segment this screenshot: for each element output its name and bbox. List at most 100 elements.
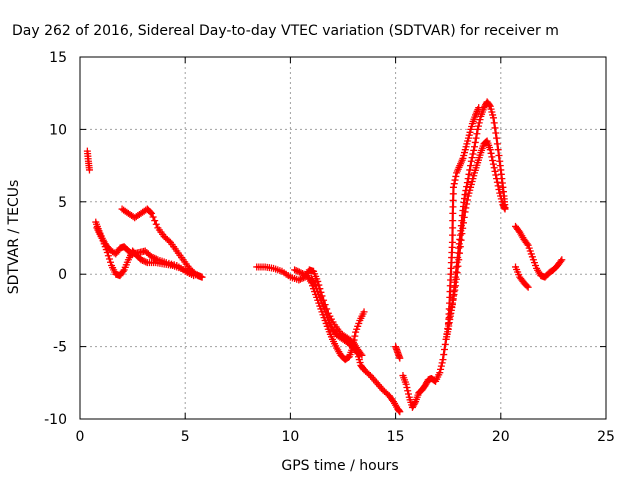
y-tick-label: 5 [58,195,67,211]
data-point [148,253,156,261]
data-point [482,138,490,146]
data-point [474,122,482,130]
data-point [149,254,157,262]
y-axis-title: SDTVAR / TECUs [6,180,22,295]
data-point [449,217,457,225]
data-point [493,178,501,186]
data-point [198,273,206,281]
axes: 0 5 10 15 20 25 -10 -5 0 5 10 15 [44,50,615,445]
data-point [449,196,457,204]
data-point [462,187,470,195]
data-point [501,204,509,212]
data-point [471,143,478,151]
data-point [298,269,306,277]
data-point [490,119,498,127]
data-point [437,365,445,373]
data-point [437,362,445,370]
data-point [448,238,456,246]
data-point [351,332,359,340]
data-point [396,408,404,416]
data-point [151,254,159,262]
data-point [192,270,200,278]
y-tick-label: 10 [49,122,67,138]
data-points [83,98,566,416]
grid-lines [80,57,606,419]
data-point [165,237,173,245]
data-point [295,276,303,284]
data-point [495,185,503,193]
data-point [404,390,412,398]
data-point [451,176,459,184]
plot-frame [79,56,607,420]
data-point [472,134,480,142]
data-point [139,256,147,264]
data-point [475,104,483,112]
data-point [403,384,411,392]
data-point [152,220,160,228]
data-point [494,146,502,154]
data-point [464,175,472,183]
data-point [449,224,457,232]
data-point [523,282,531,290]
data-point [152,255,160,263]
data-point [467,162,475,170]
data-point [473,130,481,138]
chart-title: Day 262 of 2016, Sidereal Day-to-day VTE… [12,23,559,39]
y-tick-label: -10 [44,412,67,428]
data-point [523,240,531,248]
data-point [475,119,483,127]
data-point [104,252,112,260]
data-point [463,183,471,191]
data-point [449,183,457,191]
data-point [449,203,457,211]
data-point [300,270,308,278]
data-point [489,157,497,165]
y-tick-label: -5 [53,340,67,356]
data-point [463,179,471,187]
data-point [438,359,446,367]
data-point [524,283,532,291]
data-point [297,269,305,277]
data-point [470,146,478,154]
data-point [493,134,501,142]
data-point [485,101,493,109]
data-point [196,272,204,280]
data-point [486,146,494,154]
data-point [471,138,479,146]
data-point [291,266,299,274]
data-point [558,256,566,264]
data-point [493,140,501,148]
data-point [151,217,159,225]
data-point [119,267,127,275]
data-point [436,369,444,377]
data-point [461,191,469,199]
x-tick-label: 10 [281,429,299,445]
data-point [193,271,201,279]
data-point [85,166,93,174]
data-point [439,356,447,364]
data-point [449,209,457,217]
data-point [365,370,373,378]
data-point [296,275,304,283]
data-point [557,257,565,265]
data-point [491,124,499,132]
data-point [466,166,474,174]
y-tick-label: 0 [58,267,67,283]
data-point [495,151,503,159]
data-point [140,257,148,265]
x-tick-label: 25 [597,429,615,445]
x-axis-title: GPS time / hours [281,458,398,474]
data-point [452,172,460,180]
x-tick-label: 15 [387,429,405,445]
data-point [441,340,449,348]
data-point [396,354,404,362]
data-point [474,125,482,133]
data-point [105,255,113,263]
data-point [360,308,368,316]
data-point [467,157,475,165]
data-point [358,351,366,359]
data-point [489,160,497,168]
data-point [450,180,458,188]
data-point [350,336,358,344]
